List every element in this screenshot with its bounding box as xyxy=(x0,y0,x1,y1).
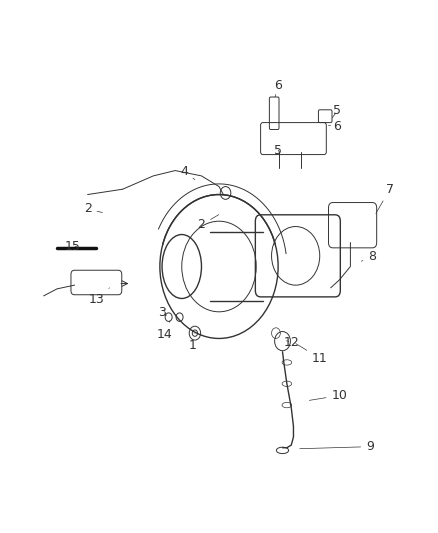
Text: 8: 8 xyxy=(361,251,376,263)
Text: 6: 6 xyxy=(328,120,341,133)
Text: 2: 2 xyxy=(84,203,102,215)
Text: 15: 15 xyxy=(64,240,80,253)
Text: 12: 12 xyxy=(283,336,299,349)
Text: 9: 9 xyxy=(300,440,374,453)
Text: 4: 4 xyxy=(180,165,195,180)
Text: 13: 13 xyxy=(88,288,110,306)
Text: 7: 7 xyxy=(376,183,394,213)
Text: 5: 5 xyxy=(274,144,282,157)
Text: 10: 10 xyxy=(309,389,347,402)
Text: 11: 11 xyxy=(296,344,328,365)
Text: 3: 3 xyxy=(158,306,166,319)
Text: 2: 2 xyxy=(198,215,219,231)
Text: 6: 6 xyxy=(274,79,282,97)
Text: 5: 5 xyxy=(332,104,341,118)
Text: 1: 1 xyxy=(189,333,197,352)
Text: 14: 14 xyxy=(156,321,172,341)
